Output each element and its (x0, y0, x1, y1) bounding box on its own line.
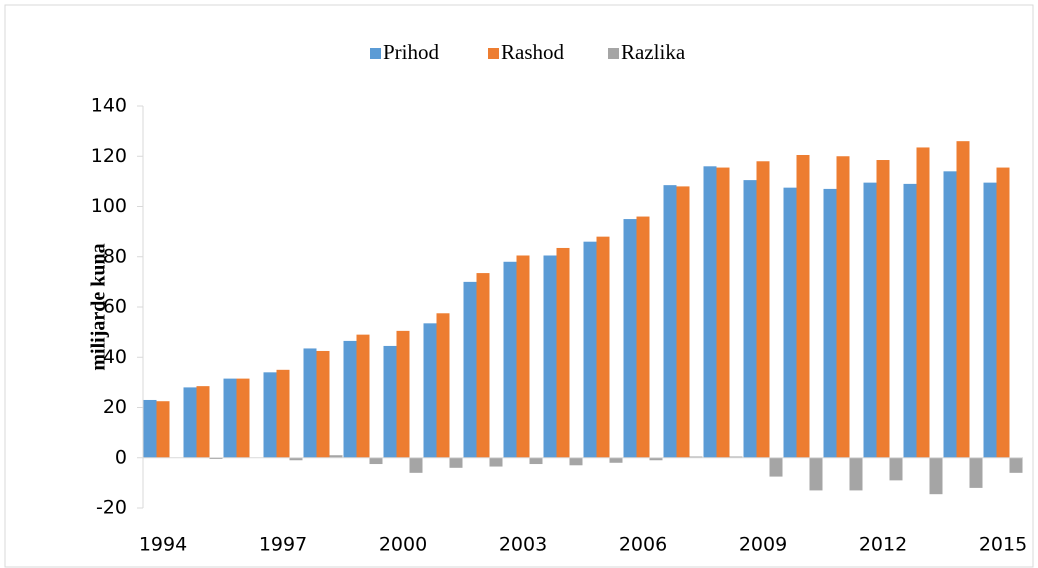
bar (236, 378, 250, 458)
x-tick-label: 2000 (379, 534, 427, 556)
bar (969, 457, 983, 488)
bar (156, 401, 170, 458)
bar (756, 161, 770, 458)
bar (596, 236, 610, 458)
y-tick-label: 140 (91, 95, 127, 117)
bar (223, 378, 237, 458)
bar (876, 160, 890, 458)
bar (849, 457, 863, 491)
y-tick-label: 80 (103, 245, 127, 267)
bar (889, 457, 903, 481)
bar (183, 387, 197, 458)
y-tick-label: 100 (91, 195, 127, 217)
bar (543, 255, 557, 458)
y-tick-label: 20 (103, 396, 127, 418)
legend-label: Rashod (501, 40, 565, 64)
x-tick-label: 1994 (139, 534, 187, 556)
bar (783, 187, 797, 458)
bar (196, 386, 210, 458)
bar (796, 154, 810, 458)
y-tick-label: 120 (91, 145, 127, 167)
x-tick-label: 2012 (859, 534, 907, 556)
x-tick-label: 2003 (499, 534, 547, 556)
bar (1009, 457, 1023, 473)
bar (996, 167, 1010, 458)
bar (623, 219, 637, 458)
bar (316, 350, 330, 458)
bar (583, 241, 597, 458)
bar (289, 457, 303, 461)
y-axis-title: milijarde kuna (88, 243, 110, 370)
bar (636, 216, 650, 458)
bar (916, 147, 930, 458)
bar (343, 340, 357, 458)
bar (489, 457, 503, 467)
bar (863, 182, 877, 458)
bar (689, 456, 703, 458)
bar (209, 457, 223, 460)
bar (436, 313, 450, 458)
x-tick-label: 1997 (259, 534, 307, 556)
bar (956, 141, 970, 458)
bar (703, 166, 717, 458)
bar (356, 334, 370, 458)
bar (463, 281, 477, 458)
bar (649, 457, 663, 461)
bar (743, 180, 757, 458)
bar (143, 399, 157, 458)
bar (929, 457, 943, 495)
y-tick-label: 40 (103, 346, 127, 368)
legend-label: Razlika (621, 40, 686, 64)
bar (276, 369, 290, 458)
bar (263, 372, 277, 458)
bar (303, 348, 317, 458)
bar (663, 185, 677, 458)
legend-swatch (488, 48, 499, 59)
bar (609, 457, 623, 463)
bar (329, 455, 343, 458)
bar (823, 188, 837, 458)
bar (409, 457, 423, 473)
bar (423, 323, 437, 458)
bar (729, 456, 743, 458)
legend-swatch (608, 48, 619, 59)
bar (369, 457, 383, 465)
legend-swatch (370, 48, 381, 59)
y-tick-label: -20 (96, 497, 127, 519)
y-tick-label: 60 (103, 296, 127, 318)
bar (569, 457, 583, 466)
x-tick-label: 2015 (979, 534, 1027, 556)
bar (503, 261, 517, 458)
x-tick-label: 2009 (739, 534, 787, 556)
bar (769, 457, 783, 477)
bar (943, 171, 957, 458)
bar (903, 183, 917, 458)
bar (516, 255, 530, 458)
bar (809, 457, 823, 491)
bar (383, 345, 397, 458)
bar (836, 156, 850, 458)
bar (476, 273, 490, 458)
y-tick-label: 0 (115, 446, 127, 468)
bar (983, 182, 997, 458)
x-tick-label: 2006 (619, 534, 667, 556)
bar (556, 247, 570, 458)
bar (449, 457, 463, 468)
bar (676, 186, 690, 458)
bar (396, 330, 410, 458)
bar (529, 457, 543, 465)
bar (716, 167, 730, 458)
legend-label: Prihod (383, 40, 440, 64)
